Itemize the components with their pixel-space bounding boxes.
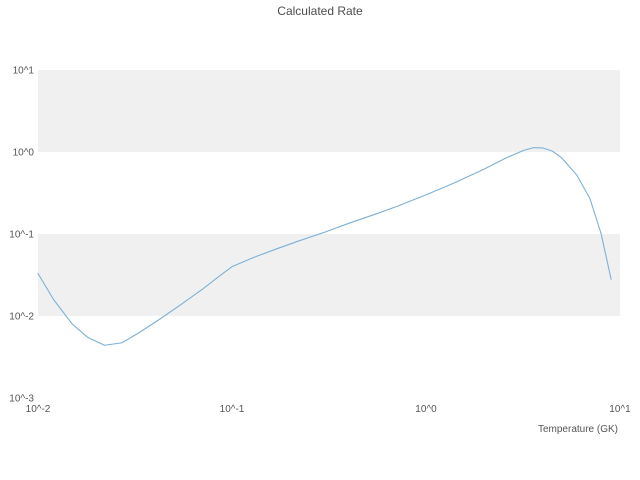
y-tick-label: 10^-3 [9,394,34,405]
x-tick-label: 10^-2 [26,404,51,415]
grid-band [38,316,620,398]
x-tick-label: 10^0 [415,404,437,415]
chart-title: Calculated Rate [277,4,363,18]
y-tick-label: 10^0 [13,148,35,159]
x-tick-label: 10^-1 [220,404,245,415]
x-tick-label: 10^1 [609,404,631,415]
grid-band [38,70,620,152]
grid-band [38,234,620,316]
y-tick-label: 10^1 [13,66,35,77]
grid-band [38,152,620,234]
x-axis-label: Temperature (GK) [538,424,618,435]
y-tick-label: 10^-2 [9,312,34,323]
y-tick-label: 10^-1 [9,230,34,241]
rate-line [37,147,612,346]
